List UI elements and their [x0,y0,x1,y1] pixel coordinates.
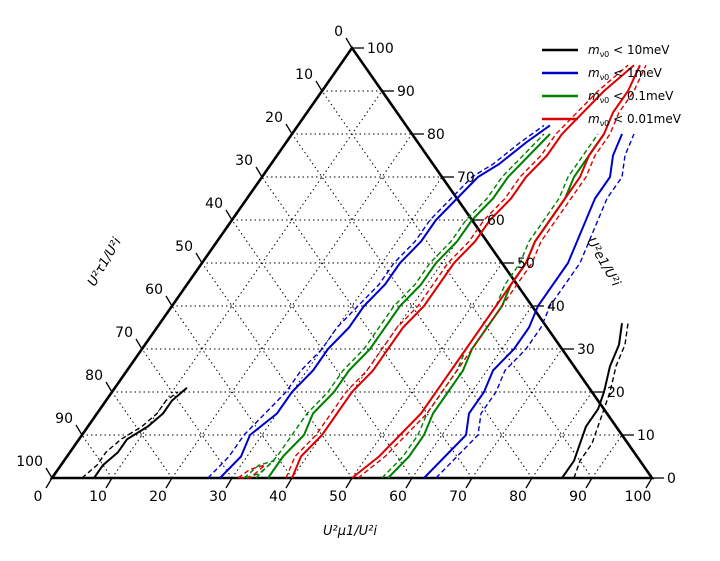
tick-mark [105,477,113,489]
tick-mark [225,477,233,489]
tick-label: 50 [517,256,535,272]
legend-label: mν0 < 0.1meV [588,89,674,105]
tick-mark [45,477,53,489]
left-axis-label: U²τ1/U²i [85,235,125,289]
tick-mark [465,477,473,489]
tick-label: 50 [175,239,193,255]
series-line [285,64,629,479]
legend: mν0 < 10meV mν0 < 1meV mν0 < 0.1meV mν0 < 0… [542,43,682,128]
grid-line [171,305,293,479]
grid-line [201,262,353,479]
grid-lines [81,90,623,479]
bottom-axis-label-text: U²μ1/U²i [323,524,377,539]
series-line [351,64,641,479]
tick-mark [285,477,293,489]
tick-label: 10 [637,428,655,444]
tick-label: 40 [547,299,565,315]
tick-label: 20 [265,110,283,126]
tick-label: 0 [34,489,43,505]
series-line [207,124,545,479]
tick-label: 40 [205,196,223,212]
grid-line [81,434,113,479]
series-line [93,386,188,479]
bottom-axis-label: U²μ1/U²i [323,524,377,539]
tick-label: 80 [509,489,527,505]
tick-label: 60 [389,489,407,505]
tick-label: 100 [367,41,394,57]
grid-line [351,262,503,479]
series-line [81,391,179,479]
grid-line [231,219,413,479]
right-axis-label: U²e1/U²i [583,235,623,289]
series-line [381,133,599,479]
tick-label: 80 [85,368,103,384]
tick-label: 100 [625,489,652,505]
tick-mark [165,477,173,489]
tick-label: 0 [667,471,676,487]
tick-mark [45,467,53,479]
legend-label: mν0 < 1meV [588,66,663,82]
tick-mark [345,37,353,49]
tick-label: 100 [16,454,43,470]
grid-line [471,348,563,479]
tick-mark [345,477,353,489]
tick-mark [105,381,113,393]
tick-label: 50 [329,489,347,505]
grid-line [141,348,233,479]
series-line [237,464,266,479]
left-axis-label-text: U²τ1/U²i [85,235,125,289]
series-line [219,124,551,479]
tick-mark [135,338,143,350]
series-line [243,460,275,479]
tick-label: 30 [209,489,227,505]
tick-label: 30 [235,153,253,169]
tick-label: 70 [449,489,467,505]
series-group [81,64,647,479]
tick-label: 80 [427,127,445,143]
tick-label: 90 [55,411,73,427]
tick-labels: 0 0 0 10 10 10 20 20 20 30 30 30 40 40 40 50 50 50 60 60 60 7… [16,24,676,505]
tick-label: 10 [89,489,107,505]
tick-label: 60 [145,282,163,298]
tick-label: 20 [149,489,167,505]
tick-mark [165,295,173,307]
legend-label: mν0 < 10meV [588,43,670,59]
series-line [255,133,545,479]
tick-label: 10 [295,67,313,83]
series-line [435,133,635,479]
series-line [573,323,629,479]
tick-label: 90 [397,84,415,100]
tick-mark [75,424,83,436]
series-line [357,64,647,479]
tick-mark [525,477,533,489]
tick-label: 40 [269,489,287,505]
tick-mark [405,477,413,489]
tick-mark [255,166,263,178]
legend-label: mν0 < 0.01meV [588,112,682,128]
tick-mark [645,477,653,489]
tick-mark [585,477,593,489]
grid-line [591,434,623,479]
tick-label: 90 [569,489,587,505]
series-line [267,133,551,479]
tick-label: 0 [334,24,343,40]
tick-label: 30 [577,342,595,358]
series-line [561,323,623,479]
series-line [291,64,635,479]
tick-label: 60 [487,213,505,229]
grid-line [231,176,443,479]
tick-mark [285,123,293,135]
tick-mark [315,80,323,92]
tick-label: 20 [607,385,625,401]
tick-label: 70 [457,170,475,186]
tick-label: 70 [115,325,133,341]
tick-mark [225,209,233,221]
right-axis-label-text: U²e1/U²i [583,235,623,289]
tick-mark [195,252,203,264]
